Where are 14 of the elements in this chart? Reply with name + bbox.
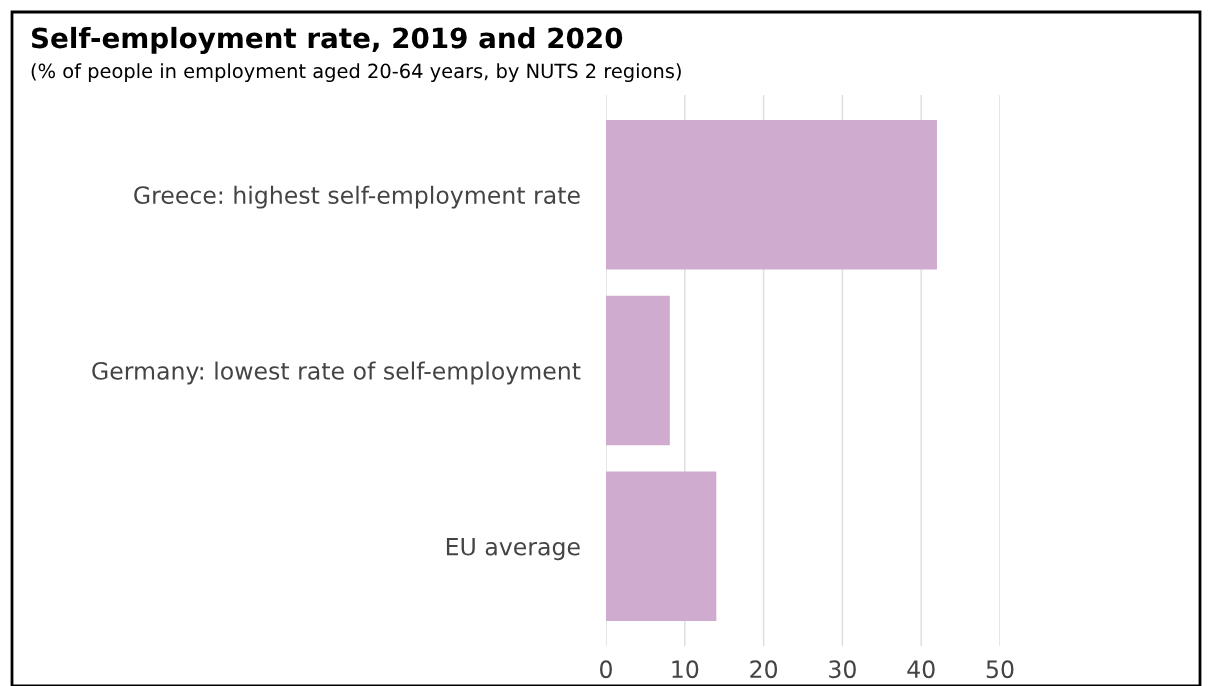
y-tick-label: Greece: highest self-employment rate: [134, 185, 580, 209]
x-tick-label: 10: [672, 660, 699, 679]
x-tick-label: 50: [986, 660, 1014, 679]
text: Self-employment rate, 2019 and 2020: [31, 26, 623, 54]
y-tick-label: Germany: lowest rate of self-employment: [92, 361, 581, 385]
y-tick-label: EU average: [446, 538, 580, 561]
x-tick-label: 0: [600, 660, 612, 679]
x-tick-label: 30: [829, 660, 856, 679]
x-tick-label: 40: [907, 660, 935, 679]
bar: [606, 120, 937, 270]
bar: [606, 295, 670, 446]
x-tick-label: 20: [750, 660, 778, 679]
text: (% of people in employment aged 20-64 years, by NUTS 2 regions): [31, 63, 681, 83]
bar: [606, 471, 717, 621]
